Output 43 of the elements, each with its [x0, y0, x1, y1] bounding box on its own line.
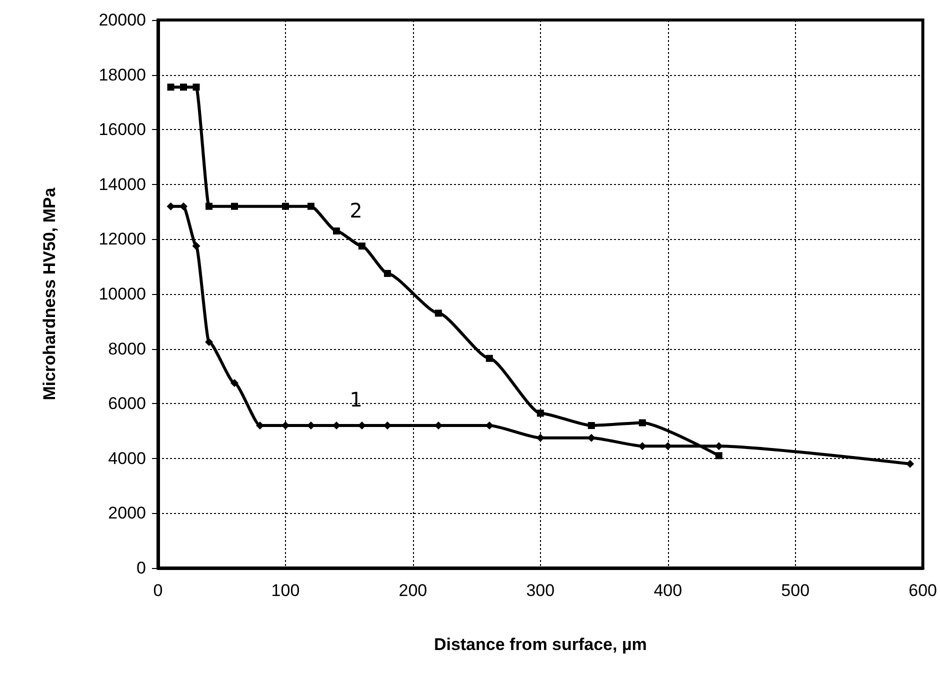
point — [638, 442, 646, 450]
y-axis-title: Microhardness HV50, MPa — [40, 187, 59, 400]
y-tick-label: 16000 — [98, 120, 146, 140]
x-tick-label: 200 — [398, 581, 428, 600]
annotation: 2 — [350, 198, 362, 223]
y-tick-label: 18000 — [98, 65, 146, 84]
annotation: 1 — [350, 388, 362, 412]
point — [486, 354, 493, 362]
point — [638, 419, 646, 426]
point — [205, 202, 212, 210]
point — [192, 242, 200, 250]
point — [332, 227, 340, 234]
x-tick-label: 500 — [781, 581, 810, 600]
point — [167, 84, 174, 91]
x-tick-label: 400 — [654, 581, 682, 600]
point — [906, 460, 914, 468]
y-tick-label: 0 — [136, 558, 146, 578]
point — [588, 422, 595, 430]
point — [715, 452, 722, 460]
point — [204, 338, 213, 346]
y-tick-label: 14000 — [98, 174, 146, 194]
point — [230, 379, 238, 388]
y-tick-label: 12000 — [98, 230, 146, 249]
point — [230, 202, 238, 210]
point — [358, 242, 366, 250]
y-tick-label: 8000 — [108, 339, 146, 358]
x-tick-label: 300 — [526, 581, 555, 600]
point — [192, 84, 200, 91]
point — [536, 410, 544, 417]
x-tick-label: 600 — [908, 581, 938, 600]
point — [307, 202, 314, 210]
point — [434, 310, 442, 317]
point — [282, 202, 289, 210]
point — [384, 270, 391, 277]
y-tick-label: 20000 — [98, 10, 146, 30]
y-tick-label: 2000 — [108, 504, 146, 523]
x-tick-label: 0 — [153, 581, 163, 600]
y-tick-label: 6000 — [108, 394, 146, 414]
x-axis-title: Distance from surface, µm — [434, 635, 647, 654]
y-tick-label: 10000 — [98, 284, 146, 304]
y-tick-label: 4000 — [108, 448, 146, 468]
point — [180, 84, 187, 91]
x-tick-label: 100 — [271, 581, 300, 600]
